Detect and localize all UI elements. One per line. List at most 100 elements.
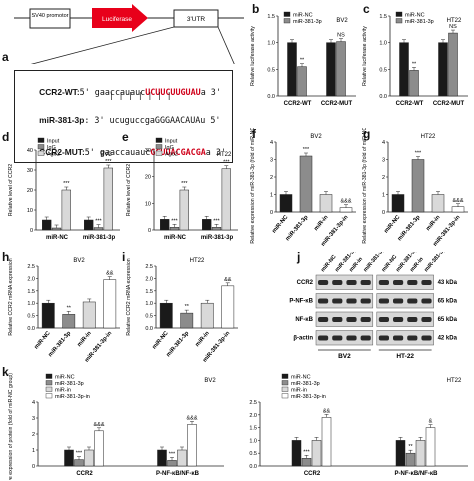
- legend-swatch: [37, 144, 45, 150]
- legend-label: Ago2: [165, 152, 178, 158]
- bar: [211, 227, 222, 231]
- bar: [299, 155, 313, 213]
- bar: [287, 42, 297, 97]
- bar: [202, 219, 212, 231]
- y-tick-label: 1.5: [249, 426, 257, 432]
- y-axis-label: Relative luciferase activity: [362, 26, 368, 86]
- chart-k-ht22: 0.0 0.5 1.0 1.5 2.0 2.5 HT22 CCR2 P-NF-κB/NF-κB *…: [249, 373, 468, 477]
- sv40-promoter-box: [29, 8, 71, 29]
- chart-c: 0.0 0.5 1.0 1.5 Relative luciferase activity…: [362, 11, 468, 107]
- blot-band: [393, 298, 404, 304]
- x-tick-label: CCR2-WT: [284, 101, 312, 107]
- bar: [409, 70, 419, 97]
- chart-b: 0.0 0.5 1.0 1.5 Relative luciferase activity…: [250, 11, 356, 107]
- legend-label: miR-NC: [291, 375, 311, 381]
- x-tick-label: miR-in: [195, 330, 211, 348]
- legend-swatch: [281, 393, 289, 399]
- blot-band: [393, 280, 404, 285]
- cell-label: BV2: [73, 258, 85, 264]
- bar: [180, 312, 194, 329]
- chart-g: 0 1 2 3 4 Relative expression of miR-381-3p (…: [362, 128, 468, 248]
- blot-strip: [315, 330, 374, 346]
- y-tick-label: 1.5: [379, 14, 387, 20]
- panel-label-a: a: [2, 50, 9, 64]
- y-tick-label: 1: [382, 193, 385, 199]
- blot-band: [332, 335, 343, 341]
- legend-label: IgG: [47, 145, 56, 151]
- bar: [42, 219, 52, 231]
- bar: [451, 206, 465, 213]
- legend-swatch: [283, 18, 291, 24]
- seq-row-mut: CCR2-MUT:5' gaaccauaucGCUUACGACGAa 3': [39, 147, 226, 157]
- protein-label: CCR2: [297, 280, 314, 286]
- x-tick-label: P-NF-κB/NF-κB: [394, 471, 438, 477]
- y-tick-label: 30: [27, 168, 33, 174]
- panel-label-b: b: [252, 2, 260, 16]
- bar: [84, 219, 94, 231]
- blot-band: [318, 280, 329, 285]
- significance-label: **: [412, 61, 417, 67]
- kda-label: 65 kDa: [438, 317, 458, 323]
- bar: [62, 314, 76, 329]
- blot-band: [346, 298, 357, 304]
- lane-label: miR-381-3p-in: [423, 252, 451, 273]
- significance-label: ***: [63, 181, 70, 187]
- significance-label: **: [185, 304, 190, 310]
- blot-band: [360, 317, 371, 322]
- significance-label: &&&: [93, 422, 104, 428]
- blot-band: [346, 335, 357, 341]
- panel-label-e: e: [122, 130, 129, 144]
- legend-swatch: [281, 373, 289, 379]
- utr-box: [173, 9, 219, 28]
- significance-label: ***: [303, 147, 310, 153]
- y-tick-label: 20: [27, 188, 33, 194]
- blot-band: [407, 335, 418, 341]
- y-tick-label: 0.5: [267, 67, 275, 73]
- bar: [74, 459, 84, 467]
- blot-band: [318, 335, 329, 341]
- blot-band: [421, 298, 432, 304]
- cell-label: HT22: [217, 152, 232, 158]
- y-tick-label: 1.0: [145, 301, 153, 307]
- x-tick-label: miR-NC: [164, 235, 187, 241]
- bar: [51, 227, 62, 231]
- legend-label: miR-in: [291, 388, 307, 394]
- legend-label: miR-381-3p: [55, 381, 84, 387]
- y-tick-label: 4: [32, 400, 35, 406]
- legend-swatch: [37, 150, 45, 156]
- legend-swatch: [395, 18, 403, 24]
- bar: [167, 460, 177, 467]
- legend-label: miR-NC: [55, 375, 75, 381]
- luciferase-label: Luciferase: [102, 16, 132, 23]
- bar: [84, 449, 94, 467]
- significance-label: &&&: [340, 199, 351, 205]
- bar: [61, 189, 71, 231]
- legend-swatch: [283, 11, 291, 17]
- y-tick-label: 2.0: [249, 413, 257, 419]
- bar: [291, 440, 302, 467]
- chart-e: 0 10 20 30 Relative level of CCR2 HT22 miR-NC m…: [126, 137, 238, 241]
- panel-label-g: g: [363, 127, 371, 141]
- bar: [399, 42, 409, 97]
- blot-band: [346, 317, 357, 322]
- y-tick-label: 1.0: [27, 301, 35, 307]
- sequence-box: CCR2-WT:5' gaaccauaucUCUUCUUGUAUa 3' | |…: [14, 70, 233, 163]
- y-tick-label: 1.5: [27, 289, 35, 295]
- significance-label: &&&: [452, 198, 463, 204]
- bar: [425, 427, 436, 467]
- bar: [187, 424, 197, 467]
- y-tick-label: 4: [382, 140, 385, 146]
- x-tick-label: miR-NC: [152, 330, 171, 351]
- cell-label: HT22: [447, 378, 462, 384]
- bar: [103, 279, 117, 329]
- blot-band: [318, 298, 329, 304]
- y-tick-label: 20: [145, 175, 151, 181]
- legend-label: Input: [165, 139, 178, 145]
- blot-strip: [376, 274, 434, 290]
- cell-label: BV2: [310, 134, 322, 140]
- bar: [395, 440, 406, 467]
- x-tick-label: CCR2-MUT: [433, 101, 465, 107]
- legend-label: miR-381-3p: [293, 19, 322, 25]
- panel-label-f: f: [252, 127, 256, 141]
- y-axis-label: Relative luciferase activity: [250, 26, 256, 86]
